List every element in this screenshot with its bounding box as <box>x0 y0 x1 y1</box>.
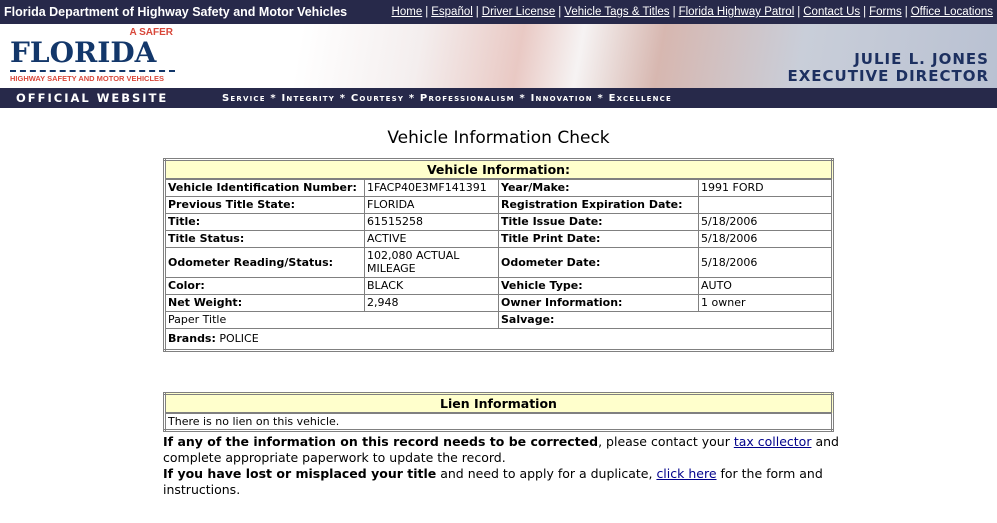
link-vehicle-tags-titles[interactable]: Vehicle Tags & Titles <box>564 6 670 18</box>
link-contact-us[interactable]: Contact Us <box>803 6 861 18</box>
link-home[interactable]: Home <box>391 6 423 18</box>
table-row: Title: 61515258 Title Issue Date: 5/18/2006 <box>164 212 833 231</box>
brands-value: POLICE <box>219 332 259 345</box>
field-value: 1FACP40E3MF141391 <box>364 178 499 197</box>
lien-info-table: Lien Information There is no lien on thi… <box>163 391 834 432</box>
field-label: Odometer Date: <box>498 246 699 278</box>
field-value: 5/18/2006 <box>698 246 833 278</box>
link-driver-license[interactable]: Driver License <box>481 6 556 18</box>
correction-note: If any of the information on this record… <box>163 434 843 498</box>
table-row: Title Status: ACTIVE Title Print Date: 5/18… <box>164 229 833 248</box>
field-value: ACTIVE <box>364 229 499 248</box>
field-label: Title Issue Date: <box>498 212 699 231</box>
table-row: Odometer Reading/Status: 102,080 ACTUAL M… <box>164 246 833 278</box>
note-bold: If any of the information on this record… <box>163 433 599 449</box>
field-label: Title: <box>164 212 365 231</box>
logo-florida: FLORIDA <box>10 36 157 69</box>
click-here-link[interactable]: click here <box>656 465 717 481</box>
logo-safer: A SAFER <box>129 27 173 38</box>
banner: A SAFER FLORIDA HIGHWAY SAFETY AND MOTOR… <box>0 24 997 88</box>
note-text: for the form and instructions. <box>163 465 823 497</box>
field-label: Registration Expiration Date: <box>498 195 699 214</box>
table-row: Previous Title State: FLORIDA Registration… <box>164 195 833 214</box>
field-value: 1 owner <box>698 293 833 312</box>
director: JULIE L. JONES EXECUTIVE DIRECTOR <box>787 51 989 85</box>
field-label: Year/Make: <box>498 178 699 197</box>
table-row: Vehicle Identification Number: 1FACP40E3M… <box>164 178 833 197</box>
top-links: Home | Español | Driver License | Vehicle Tags… <box>391 6 993 18</box>
brands-label: Brands: <box>168 332 216 345</box>
link-office-locations[interactable]: Office Locations <box>910 6 993 18</box>
field-value <box>698 195 833 214</box>
vehicle-info-header: Vehicle Information: <box>164 159 833 180</box>
field-value: 61515258 <box>364 212 499 231</box>
nav-bar: OFFICIAL WEBSITE Service * Integrity * C… <box>0 88 997 108</box>
field-label: Title Print Date: <box>498 229 699 248</box>
field-value: 5/18/2006 <box>698 229 833 248</box>
director-title: EXECUTIVE DIRECTOR <box>787 67 989 85</box>
department-title: Florida Department of Highway Safety and… <box>4 5 348 19</box>
table-row: Color: BLACK Vehicle Type: AUTO <box>164 276 833 295</box>
field-value: 5/18/2006 <box>698 212 833 231</box>
field-label: Owner Information: <box>498 293 699 312</box>
link-espanol[interactable]: Español <box>431 6 473 18</box>
lien-text: There is no lien on this vehicle. <box>164 412 833 431</box>
page-title: Vehicle Information Check <box>387 128 610 148</box>
field-label: Previous Title State: <box>164 195 365 214</box>
table-row: Net Weight: 2,948 Owner Information: 1 owne… <box>164 293 833 312</box>
salvage-label: Salvage: <box>498 310 833 329</box>
logo-subtitle: HIGHWAY SAFETY AND MOTOR VEHICLES <box>10 74 165 83</box>
field-value: 1991 FORD <box>698 178 833 197</box>
field-label: Net Weight: <box>164 293 365 312</box>
brands: Brands: POLICE <box>164 327 833 351</box>
vehicle-info-table: Vehicle Information: Vehicle Identificat… <box>163 158 834 352</box>
field-label: Vehicle Type: <box>498 276 699 295</box>
note-text: , please contact your <box>598 433 734 449</box>
note-text: and need to apply for a duplicate, <box>436 465 657 481</box>
flhsmv-logo[interactable]: A SAFER FLORIDA HIGHWAY SAFETY AND MOTOR… <box>10 27 175 87</box>
field-label: Title Status: <box>164 229 365 248</box>
field-value: BLACK <box>364 276 499 295</box>
tax-collector-link[interactable]: tax collector <box>733 433 812 449</box>
official-website: OFFICIAL WEBSITE <box>16 91 169 105</box>
field-label: Color: <box>164 276 365 295</box>
lien-header: Lien Information <box>164 392 833 414</box>
director-name: JULIE L. JONES <box>854 50 989 68</box>
link-forms[interactable]: Forms <box>869 6 902 18</box>
link-highway-patrol[interactable]: Florida Highway Patrol <box>678 6 795 18</box>
field-value: 2,948 <box>364 293 499 312</box>
field-value: 102,080 ACTUAL MILEAGE <box>364 246 499 278</box>
motto: Service * Integrity * Courtesy * Profess… <box>222 92 673 104</box>
paper-title: Paper Title <box>164 310 499 329</box>
note-bold: If you have lost or misplaced your title <box>163 465 437 481</box>
note-text: and complete appropriate paperwork to up… <box>163 433 839 465</box>
field-label: Odometer Reading/Status: <box>164 246 365 278</box>
field-value: AUTO <box>698 276 833 295</box>
field-value: FLORIDA <box>364 195 499 214</box>
field-label: Vehicle Identification Number: <box>164 178 365 197</box>
top-bar: Florida Department of Highway Safety and… <box>0 0 997 24</box>
